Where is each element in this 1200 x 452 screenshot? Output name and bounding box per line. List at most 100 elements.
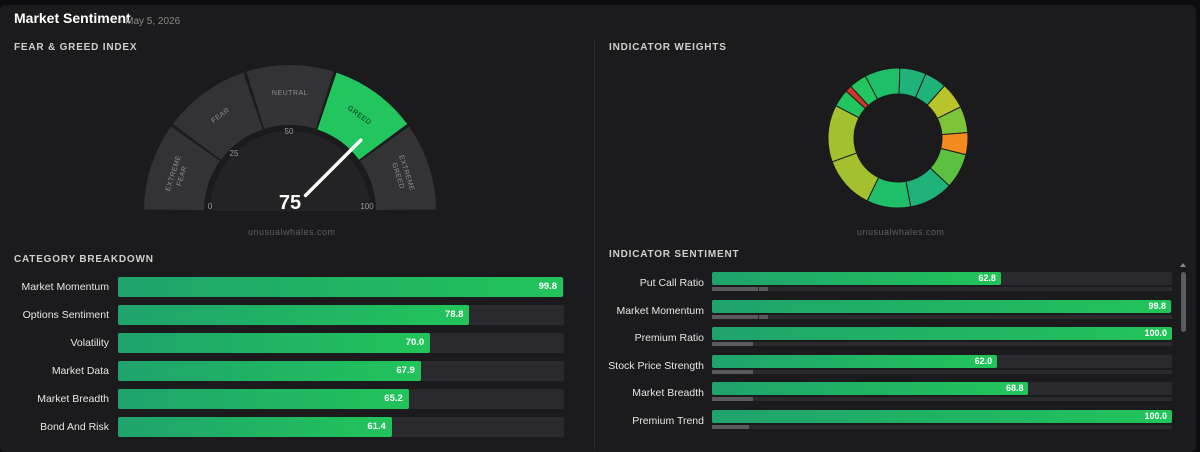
category-row: Bond And Risk 61.4 bbox=[0, 415, 580, 443]
gauge-segment bbox=[144, 126, 220, 211]
column-divider bbox=[594, 40, 595, 450]
indicator-weight-track bbox=[712, 397, 1172, 402]
category-bar-track: 67.9 bbox=[118, 361, 564, 381]
indicator-bar-value: 100.0 bbox=[1144, 411, 1167, 421]
indicator-bar: 99.8 bbox=[712, 299, 1172, 313]
indicator-row: Put Call Ratio 62.8 bbox=[595, 272, 1185, 300]
category-bar: 78.8 bbox=[118, 305, 470, 325]
indicator-bar-value: 62.0 bbox=[974, 355, 993, 366]
indicator-weight-track bbox=[712, 369, 1172, 374]
indicator-label: Put Call Ratio bbox=[639, 277, 704, 289]
category-bar-track: 65.2 bbox=[118, 389, 564, 409]
indicator-weight-bar bbox=[712, 369, 754, 374]
page-title: Market Sentiment bbox=[14, 10, 131, 26]
category-bar-track: 61.4 bbox=[118, 417, 564, 437]
category-bar: 67.9 bbox=[118, 361, 421, 381]
category-row: Market Data 67.9 bbox=[0, 359, 580, 387]
indicator-weight-track bbox=[712, 287, 1172, 291]
indicator-sentiment-heading: INDICATOR SENTIMENT bbox=[609, 249, 740, 260]
category-label: Bond And Risk bbox=[40, 421, 109, 433]
indicator-weight-track bbox=[712, 425, 1172, 429]
gauge-scale-label: 100 bbox=[360, 202, 374, 211]
gauge-dial bbox=[210, 131, 370, 211]
gauge-segment bbox=[172, 72, 263, 160]
indicator-weights-heading: INDICATOR WEIGHTS bbox=[609, 42, 727, 53]
category-label: Volatility bbox=[70, 337, 109, 349]
category-label: Market Breadth bbox=[37, 393, 109, 405]
indicator-weight-track bbox=[712, 342, 1172, 347]
category-bar-value: 70.0 bbox=[405, 337, 425, 348]
indicator-bar: 62.8 bbox=[712, 272, 1001, 285]
indicator-weight-bar bbox=[712, 314, 758, 319]
indicator-label: Premium Trend bbox=[632, 415, 704, 427]
gauge-scale-label: 0 bbox=[208, 202, 213, 211]
category-bar-value: 65.2 bbox=[384, 393, 403, 404]
gauge-needle bbox=[303, 138, 363, 198]
indicator-bar: 100.0 bbox=[712, 327, 1172, 341]
category-row: Market Breadth 65.2 bbox=[0, 387, 580, 415]
category-bar-track: 99.8 bbox=[118, 277, 564, 297]
fear-greed-gauge: EXTREMEFEARFEARNEUTRALGREEDEXTREMEGREED0… bbox=[144, 65, 436, 214]
indicator-bar-value: 62.8 bbox=[978, 273, 996, 283]
indicator-weight-track bbox=[712, 314, 1172, 319]
indicator-weight-bar bbox=[758, 314, 769, 319]
gauge-segment-label: NEUTRAL bbox=[272, 90, 308, 97]
category-bar: 61.4 bbox=[118, 417, 392, 437]
indicator-bar-track: 99.8 bbox=[712, 299, 1172, 313]
category-bar-value: 67.9 bbox=[396, 365, 415, 376]
category-bar: 99.8 bbox=[118, 277, 564, 297]
indicator-row: Premium Ratio 100.0 bbox=[595, 327, 1185, 355]
category-label: Market Momentum bbox=[21, 281, 109, 293]
gauge-segment bbox=[246, 65, 334, 129]
category-row: Market Momentum 99.8 bbox=[0, 275, 580, 303]
indicator-weights-donut bbox=[827, 67, 969, 209]
indicator-weight-bar bbox=[712, 287, 758, 291]
indicator-bar-track: 62.0 bbox=[712, 354, 1172, 368]
category-bar-track: 78.8 bbox=[118, 305, 564, 325]
category-row: Volatility 70.0 bbox=[0, 331, 580, 359]
indicator-weight-bar bbox=[712, 397, 754, 402]
category-label: Market Data bbox=[51, 365, 109, 377]
donut-watermark: unusualwhales.com bbox=[857, 227, 945, 237]
gauge-segment bbox=[317, 72, 408, 160]
indicator-bar: 68.8 bbox=[712, 382, 1029, 396]
indicator-row: Market Momentum 99.8 bbox=[595, 299, 1185, 328]
gauge-segment bbox=[360, 126, 436, 211]
indicator-label: Premium Ratio bbox=[634, 332, 704, 345]
category-bar-value: 61.4 bbox=[367, 421, 386, 432]
category-bar-value: 99.8 bbox=[538, 281, 558, 292]
indicator-bar-value: 99.8 bbox=[1148, 300, 1167, 311]
indicator-bar-track: 68.8 bbox=[712, 382, 1172, 396]
gauge-value: 75 bbox=[279, 192, 301, 214]
donut-slice bbox=[831, 152, 880, 202]
indicator-row: Market Breadth 68.8 bbox=[595, 382, 1185, 410]
indicator-label: Market Momentum bbox=[616, 304, 704, 317]
indicator-bar-track: 100.0 bbox=[712, 410, 1172, 423]
category-breakdown-heading: CATEGORY BREAKDOWN bbox=[14, 254, 154, 265]
category-bar: 70.0 bbox=[118, 333, 431, 353]
gauge-watermark: unusualwhales.com bbox=[248, 227, 336, 237]
indicator-bar-value: 100.0 bbox=[1144, 328, 1167, 339]
scroll-up-arrow[interactable] bbox=[1180, 263, 1186, 267]
indicator-row: Stock Price Strength 62.0 bbox=[595, 354, 1185, 383]
page-date: - May 5, 2026 bbox=[119, 16, 181, 27]
indicator-row: Premium Trend 100.0 bbox=[595, 410, 1185, 438]
category-row: Options Sentiment 78.8 bbox=[0, 303, 580, 331]
indicator-weight-bar bbox=[712, 342, 754, 347]
scrollbar-thumb[interactable] bbox=[1181, 272, 1186, 332]
indicator-weight-bar bbox=[758, 287, 769, 291]
category-bar-value: 78.8 bbox=[444, 309, 464, 320]
indicator-bar-value: 68.8 bbox=[1005, 383, 1024, 394]
indicator-bar: 62.0 bbox=[712, 354, 998, 368]
indicator-weight-bar bbox=[712, 425, 749, 429]
indicator-bar-track: 62.8 bbox=[712, 272, 1172, 285]
indicator-bar: 100.0 bbox=[712, 410, 1172, 423]
category-bar-track: 70.0 bbox=[118, 333, 564, 353]
indicator-bar-track: 100.0 bbox=[712, 327, 1172, 341]
category-bar: 65.2 bbox=[118, 389, 409, 409]
gauge-scale-label: 50 bbox=[285, 127, 294, 136]
fear-greed-heading: FEAR & GREED INDEX bbox=[14, 42, 138, 53]
indicator-label: Market Breadth bbox=[632, 387, 704, 400]
gauge-scale-label: 25 bbox=[230, 149, 239, 158]
category-label: Options Sentiment bbox=[22, 309, 109, 321]
